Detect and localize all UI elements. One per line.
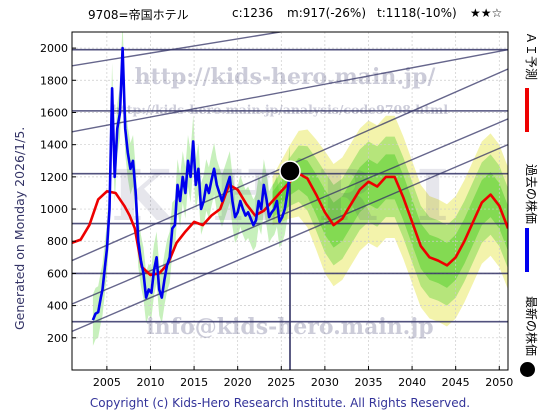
generated-date-label: Generated on Monday 2026/1/5.	[12, 126, 27, 330]
watermark-url: http://kids-hero.main.jp/	[135, 64, 437, 90]
trend-line	[72, 144, 508, 333]
target-price: t:1118(-10%)	[377, 6, 457, 20]
legend-swatch-latest-price	[520, 362, 535, 377]
y-tick-label: 400	[47, 300, 68, 313]
latest-price-dot	[279, 160, 301, 182]
x-tick-label: 2020	[224, 376, 252, 389]
copyright-footer: Copyright (c) Kids-Hero Research Institu…	[89, 396, 471, 410]
axes: 2005 2010 2015 2020 2025 2030 2035 2040 2045 2050…	[40, 31, 513, 389]
x-tick-label: 2040	[398, 376, 426, 389]
legend-label-latest-price: 最新の株価	[524, 296, 538, 357]
y-tick-label: 1400	[40, 139, 68, 152]
x-tick-label: 2030	[311, 376, 339, 389]
legend: ＡＩ予測 過去の株価 最新の株価	[512, 24, 552, 384]
min-price: m:917(-26%)	[287, 6, 367, 20]
y-tick-label: 1800	[40, 74, 68, 87]
watermark-analysis-url: http://kids-hero.main.jp/analysis/code97…	[112, 102, 448, 117]
y-tick-label: 1600	[40, 106, 68, 119]
stock-code-name: 9708=帝国ホテル	[88, 8, 189, 22]
current-price: c:1236	[232, 6, 274, 20]
x-tick-label: 2025	[267, 376, 295, 389]
y-tick-label: 1000	[40, 203, 68, 216]
y-tick-label: 800	[47, 235, 68, 248]
legend-label-past-price: 過去の株価	[524, 164, 538, 225]
x-tick-label: 2015	[180, 376, 208, 389]
x-tick-label: 2045	[442, 376, 470, 389]
trend-line	[72, 32, 285, 67]
band-inner	[272, 154, 508, 288]
latest-marker	[279, 160, 301, 182]
y-tick-label: 200	[47, 332, 68, 345]
legend-label-ai-forecast: ＡＩ予測	[524, 32, 538, 81]
y-tick-label: 600	[47, 267, 68, 280]
x-tick-label: 2005	[93, 376, 121, 389]
past-price-line	[91, 46, 292, 321]
x-tick-label: 2035	[354, 376, 382, 389]
trend-line	[72, 49, 508, 133]
x-tick-label: 2050	[485, 376, 513, 389]
legend-swatch-past-price	[525, 228, 529, 272]
plot-frame	[71, 31, 509, 371]
x-tick-label: 2010	[136, 376, 164, 389]
rating-stars: ★★☆	[470, 6, 503, 20]
y-tick-label: 1200	[40, 171, 68, 184]
chart-header: 9708=帝国ホテル c:1236 m:917(-26%) t:1118(-10…	[0, 6, 560, 24]
y-tick-label: 2000	[40, 42, 68, 55]
legend-swatch-ai-forecast	[525, 88, 529, 132]
series-lines	[72, 46, 508, 321]
watermark-email: info@kids-hero.main.jp	[146, 314, 433, 340]
watermark-big: KHRI	[111, 154, 489, 237]
